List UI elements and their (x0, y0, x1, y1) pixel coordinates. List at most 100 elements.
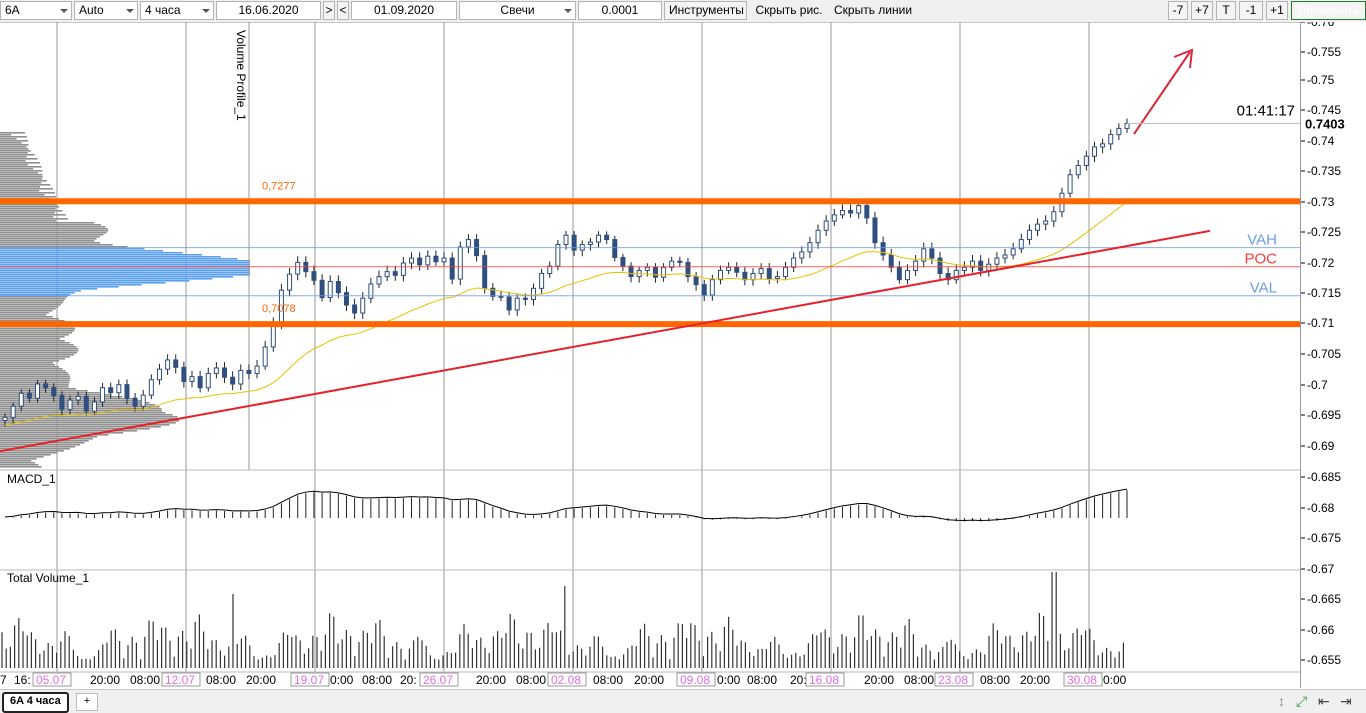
resize-vertical-icon[interactable]: ↕ (1278, 693, 1285, 709)
candle-body (506, 296, 512, 311)
volume-profile: Volume Profile_1 (0, 22, 250, 470)
date-highlight-box (290, 672, 330, 687)
price-tick-label: -0.715 (1307, 286, 1341, 300)
profile-bar (0, 364, 56, 366)
profile-bar (0, 170, 43, 172)
candle-body (685, 261, 691, 278)
candle-body (352, 304, 358, 314)
instruments-button[interactable]: Инструменты (664, 1, 747, 20)
profile-bar (0, 138, 17, 140)
profile-bar (0, 406, 160, 408)
profile-bar (0, 212, 55, 214)
candle-body (628, 265, 634, 278)
profile-bar (0, 428, 150, 430)
chart-tab[interactable]: 6A 4 часа (2, 692, 69, 713)
t-button[interactable]: T (1216, 1, 1236, 20)
profile-bar (0, 260, 250, 262)
chart-type-select[interactable]: Свечи (459, 1, 576, 20)
profile-bar (0, 274, 250, 276)
hide-drawings-button[interactable]: Скрыть рис. (749, 1, 829, 20)
candle-body (888, 254, 894, 268)
time-label-date: 19.07 (294, 673, 324, 687)
candle-body (872, 217, 878, 244)
candle-body (189, 376, 195, 383)
profile-bar (0, 304, 61, 306)
price-tick-label: -0.675 (1307, 531, 1341, 545)
profile-bar (0, 204, 57, 206)
profile-bar (0, 234, 104, 236)
candle-body (116, 384, 122, 394)
profile-bar (0, 242, 101, 244)
profile-bar (0, 318, 59, 320)
hide-lines-button[interactable]: Скрыть линии (829, 1, 915, 20)
timeframe-select[interactable]: 4 часа (140, 1, 214, 20)
profile-bar (0, 314, 47, 316)
profile-bar (0, 346, 77, 348)
scale-select[interactable]: Auto (74, 1, 138, 20)
profile-bar (0, 250, 164, 252)
volume-pane: Total Volume_1 (1, 571, 1125, 668)
profile-bar (0, 354, 75, 356)
candle-body (311, 271, 317, 281)
profile-bar (0, 340, 65, 342)
price-tick-label: -0.66 (1307, 623, 1335, 637)
candle-body (417, 257, 423, 266)
profile-bar (0, 450, 64, 452)
symbol-select[interactable]: 6A (0, 1, 72, 20)
profile-bar (0, 154, 35, 156)
candle-body (1043, 220, 1049, 225)
price-tick-label: -0.67 (1307, 562, 1335, 576)
profile-bar (0, 422, 176, 424)
tick-size-field[interactable]: 0.0001 (578, 1, 662, 20)
macd-pane: MACD_1 (4, 472, 1128, 522)
candle-body (2, 416, 8, 421)
candle-body (864, 205, 870, 219)
candle-body (530, 287, 536, 300)
scroll-right-icon[interactable]: ⇥ (1340, 693, 1352, 709)
profile-bar (0, 284, 142, 286)
candle-body (165, 359, 171, 370)
candle-body (1051, 211, 1057, 222)
time-label: 20:00 (476, 673, 506, 687)
profile-bar (0, 146, 27, 148)
candle-body (750, 273, 756, 281)
add-tab-button[interactable]: + (76, 693, 98, 711)
shift-right-1-button[interactable]: +1 (1266, 1, 1288, 20)
candle-body (604, 234, 610, 241)
candle-body (514, 297, 520, 311)
profile-bar (0, 164, 28, 166)
next-button[interactable]: > (323, 1, 335, 20)
profile-bar (0, 316, 53, 318)
chart-area[interactable]: Volume Profile_1 VAH POC VAL 0,7277 0,7078 01… (0, 22, 1300, 688)
price-chart[interactable]: Volume Profile_1 VAH POC VAL 0,7277 0,7078 01… (0, 22, 1300, 688)
prev-button[interactable]: < (337, 1, 349, 20)
price-axis[interactable]: -0.76 -0.755 -0.75 -0.745 -0.74 -0.735 -0.73 -0… (1300, 15, 1366, 688)
time-label: 08:00 (516, 673, 546, 687)
profile-bar (0, 240, 95, 242)
date-from-field[interactable]: 16.06.2020 (216, 1, 321, 20)
arrow-head (1173, 48, 1194, 69)
profile-bar (0, 356, 71, 358)
apply-button[interactable]: Применить (1291, 1, 1366, 20)
candle-body (1067, 174, 1073, 194)
fit-screen-icon[interactable]: ⤢ (1296, 693, 1308, 709)
candle-body (652, 266, 658, 278)
profile-bar (0, 378, 71, 380)
profile-bar (0, 188, 53, 190)
candle-body (547, 265, 553, 275)
time-label: 7 (0, 673, 7, 687)
profile-bar (0, 262, 250, 264)
shift-left-1-button[interactable]: -1 (1239, 1, 1263, 20)
date-to-field[interactable]: 01.09.2020 (351, 1, 457, 20)
shift-left-7-button[interactable]: -7 (1168, 1, 1188, 20)
candle-body (465, 239, 471, 248)
profile-bar (0, 332, 72, 334)
time-label-date: 05.07 (36, 673, 66, 687)
time-label-date: 26.07 (423, 673, 453, 687)
time-label: 08:00 (747, 673, 777, 687)
shift-right-7-button[interactable]: +7 (1191, 1, 1213, 20)
candle-body (319, 279, 325, 299)
volume-label: Total Volume_1 (7, 571, 89, 585)
scroll-left-icon[interactable]: ⇤ (1318, 693, 1330, 709)
profile-bar (0, 420, 180, 422)
